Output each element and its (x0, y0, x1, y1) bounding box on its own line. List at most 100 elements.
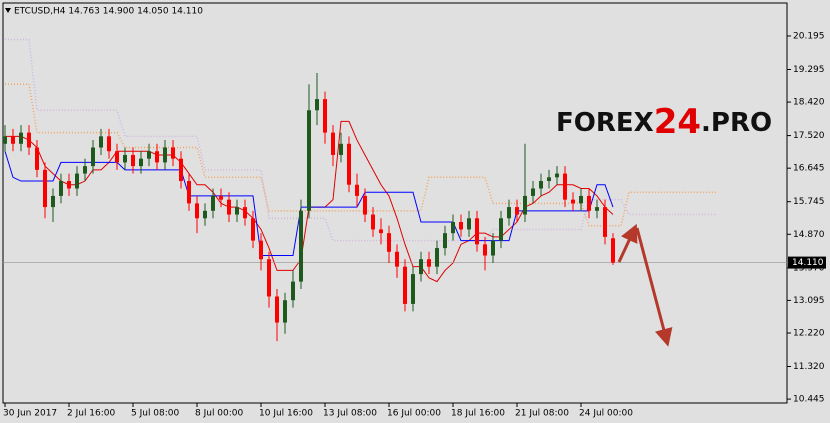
x-tick-label: 30 Jun 2017 (3, 409, 57, 419)
last-price-label: 14.110 (792, 258, 824, 268)
candle-body (491, 240, 495, 256)
candle-body (371, 214, 375, 230)
y-tick-label: 15.745 (793, 197, 825, 207)
candle-body (251, 218, 255, 241)
candle-body (387, 233, 391, 252)
candle-body (115, 151, 119, 163)
x-tick-label: 5 Jul 08:00 (131, 409, 180, 419)
y-tick-label: 10.445 (793, 395, 825, 405)
y-tick-label: 13.095 (793, 296, 825, 306)
candle-body (379, 229, 383, 234)
candle-body (43, 169, 47, 208)
candle-body (395, 251, 399, 267)
candle-body (139, 158, 143, 167)
candle-body (147, 151, 151, 159)
candle-body (323, 99, 327, 133)
watermark-part: FOREX (556, 108, 654, 138)
candle-body (51, 195, 55, 208)
x-tick-label: 21 Jul 08:00 (515, 409, 569, 419)
candle-body (603, 207, 607, 237)
x-tick-label: 8 Jul 00:00 (195, 409, 244, 419)
candle-body (75, 173, 79, 189)
x-tick-label: 24 Jul 00:00 (579, 409, 633, 419)
candle-body (611, 238, 615, 263)
watermark-part: .PRO (701, 108, 772, 138)
y-tick-label: 17.520 (793, 131, 825, 141)
candle-body (291, 281, 295, 301)
candle-body (339, 143, 343, 155)
y-tick-label: 18.420 (793, 98, 825, 108)
candle-body (179, 158, 183, 182)
candle-body (595, 207, 599, 211)
candle-body (419, 259, 423, 275)
candle-body (355, 184, 359, 196)
candle-body (587, 195, 591, 211)
header: ETCUSD,H4 14.763 14.900 14.050 14.110 (14, 7, 203, 17)
candle-body (235, 207, 239, 215)
candle-body (3, 136, 7, 144)
x-tick-label: 10 Jul 16:00 (259, 409, 313, 419)
plot-layer (3, 38, 787, 342)
candle-body (331, 132, 335, 155)
candle-body (219, 195, 223, 200)
watermark-part: 24 (654, 102, 701, 142)
candle-body (451, 221, 455, 234)
y-tick-label: 12.220 (793, 328, 825, 338)
candle-body (67, 181, 71, 189)
candle-body (283, 300, 287, 323)
candle-body (11, 136, 15, 144)
x-tick-label: 16 Jul 00:00 (387, 409, 441, 419)
candle-body (523, 195, 527, 215)
candle-body (427, 259, 431, 267)
arrow (635, 227, 673, 347)
x-tick-label: 2 Jul 16:00 (67, 409, 116, 419)
header-triangle (5, 8, 11, 13)
candle-body (171, 147, 175, 159)
candle-body (507, 207, 511, 219)
candle-body (163, 147, 167, 163)
candle-body (187, 181, 191, 204)
candle-body (259, 240, 263, 260)
arrow (617, 223, 638, 263)
candle-body (563, 173, 567, 200)
candle-body (107, 136, 111, 152)
candle-body (459, 221, 463, 230)
candle-body (411, 274, 415, 304)
candle-body (363, 195, 367, 215)
x-tick-label: 13 Jul 08:00 (323, 409, 377, 419)
candle-body (243, 207, 247, 219)
candle-body (435, 248, 439, 267)
candle-body (443, 233, 447, 249)
candle-body (99, 136, 103, 148)
candle-body (123, 154, 127, 163)
candle-body (555, 173, 559, 178)
candle-body (483, 244, 487, 256)
y-tick-label: 20.195 (793, 31, 825, 41)
watermark: FOREX24.PRO (556, 102, 772, 142)
candle-body (547, 177, 551, 182)
candle-body (347, 143, 351, 185)
candle-body (83, 166, 87, 174)
candle-body (403, 266, 407, 304)
candle-body (499, 218, 503, 241)
candle-body (267, 259, 271, 297)
y-tick-label: 16.645 (793, 164, 825, 174)
candle-body (195, 203, 199, 219)
candle-body (515, 207, 519, 215)
candle-body (131, 154, 135, 167)
candle-body (227, 199, 231, 215)
x-tick-label: 18 Jul 16:00 (451, 409, 505, 419)
y-tick-label: 14.870 (793, 230, 825, 240)
candle-body (203, 210, 207, 219)
candle-body (579, 195, 583, 204)
candle-body (467, 218, 471, 230)
candle-body (307, 110, 311, 211)
candle-body (91, 147, 95, 167)
candle-body (275, 296, 279, 323)
y-tick-label: 19.295 (793, 65, 825, 75)
candle-body (531, 188, 535, 196)
candle-body (211, 195, 215, 211)
candle-body (59, 181, 63, 196)
last-price-box (788, 256, 826, 269)
